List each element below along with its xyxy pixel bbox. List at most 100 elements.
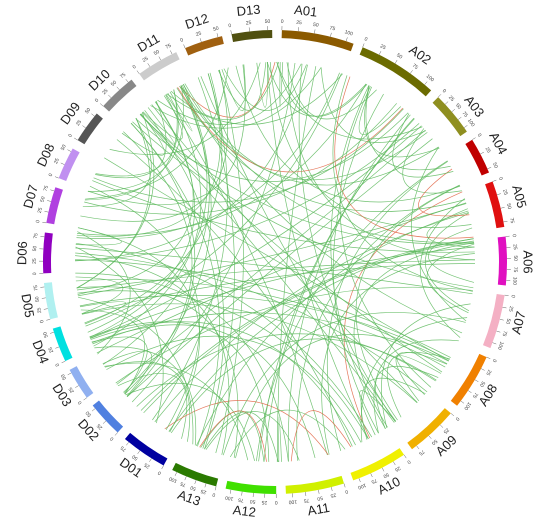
- link: [166, 73, 343, 125]
- chromosome: 0 25 50 75 100 A01: [281, 2, 354, 52]
- link: [131, 62, 296, 403]
- link: [360, 317, 468, 443]
- tick-label: 50: [131, 453, 139, 461]
- link: [392, 113, 454, 178]
- link: [85, 67, 229, 200]
- tick-mark: [403, 454, 407, 459]
- tick-mark: [114, 432, 118, 436]
- tick-mark: [318, 489, 320, 494]
- link: [258, 118, 415, 462]
- link: [84, 89, 178, 201]
- tick-mark: [450, 413, 455, 417]
- tick-label: 100: [511, 276, 518, 285]
- tick-label: 25: [330, 491, 337, 498]
- link: [91, 336, 148, 394]
- link: [223, 64, 307, 111]
- chromosome-segment: [285, 475, 344, 494]
- tick-mark: [393, 461, 396, 466]
- link: [332, 75, 473, 292]
- tick-mark: [161, 465, 164, 470]
- tick-mark: [486, 356, 491, 359]
- tick-label: 50: [249, 498, 255, 505]
- tick-label: 50: [153, 49, 161, 57]
- tick-mark: [416, 445, 420, 450]
- tick-label: 75: [179, 480, 187, 488]
- chromosome-label: D07: [20, 183, 41, 210]
- link: [334, 76, 474, 239]
- link: [154, 212, 469, 423]
- tick-mark: [174, 472, 177, 476]
- tick-label: 75: [411, 63, 419, 71]
- link: [76, 73, 221, 237]
- link: [92, 312, 446, 368]
- tick-mark: [47, 200, 52, 202]
- tick-label: 100: [288, 498, 297, 505]
- link: [426, 208, 475, 248]
- tick-label: 0: [511, 234, 517, 238]
- link: [428, 227, 475, 283]
- tick-label: 75: [329, 25, 336, 32]
- chromosome-segment: [231, 30, 273, 42]
- link: [276, 61, 423, 140]
- link: [109, 62, 261, 155]
- tick-mark: [331, 487, 333, 492]
- tick-mark: [83, 397, 87, 401]
- tick-mark: [503, 221, 508, 223]
- link: [75, 242, 373, 438]
- tick-mark: [75, 385, 79, 388]
- link: [132, 121, 474, 289]
- link: [123, 131, 193, 395]
- chromosome-segment: [432, 97, 467, 137]
- chromosome: 0 25 50 D13: [228, 2, 273, 42]
- tick-label: 0: [228, 23, 232, 29]
- chromosome: 0 25 50 75 100 A11: [285, 475, 349, 518]
- tick-label: 50: [32, 245, 38, 251]
- chromosome-label: D06: [14, 241, 30, 265]
- tick-label: 75: [471, 391, 479, 399]
- link: [121, 113, 165, 156]
- tick-label: 0: [39, 319, 46, 323]
- tick-mark: [67, 372, 72, 376]
- link: [402, 128, 462, 194]
- link: [163, 95, 328, 456]
- links: [74, 61, 476, 463]
- link: [321, 253, 475, 455]
- chromosome-segment: [43, 282, 58, 320]
- tick-label: 75: [119, 444, 127, 452]
- tick-mark: [496, 330, 501, 333]
- link: [215, 69, 244, 454]
- tick-label: 50: [491, 162, 499, 170]
- tick-label: 0: [497, 176, 504, 181]
- tick-label: 25: [96, 422, 104, 430]
- tick-mark: [460, 400, 465, 404]
- link: [199, 410, 267, 462]
- chromosome-label: D08: [34, 141, 58, 169]
- tick-label: 0: [157, 469, 163, 476]
- link: [89, 84, 208, 338]
- chromosome-segment: [77, 113, 103, 145]
- link: [77, 290, 369, 440]
- link: [330, 85, 386, 429]
- tick-mark: [54, 176, 59, 179]
- tick-mark: [102, 420, 107, 424]
- link: [89, 321, 270, 462]
- link: [102, 350, 153, 397]
- tick-mark: [214, 486, 217, 491]
- link: [74, 64, 308, 262]
- link: [87, 101, 196, 333]
- chromosome-label: D03: [50, 381, 75, 409]
- tick-label: 25: [246, 20, 252, 27]
- tick-mark: [194, 480, 197, 485]
- tick-label: 50: [42, 331, 49, 338]
- link: [164, 400, 329, 455]
- chromosome-segment: [407, 408, 451, 450]
- tick-mark: [100, 103, 104, 107]
- link: [80, 309, 145, 395]
- link: [278, 416, 282, 462]
- tick-mark: [492, 179, 497, 182]
- tick-mark: [204, 483, 207, 488]
- chromosome-segment: [281, 30, 354, 52]
- tick-label: 75: [119, 72, 127, 80]
